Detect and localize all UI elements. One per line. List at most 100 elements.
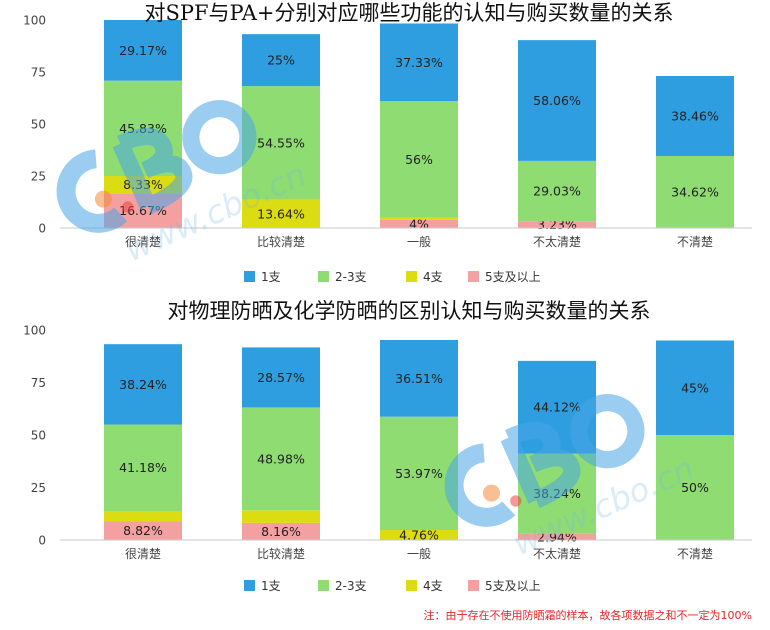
bar-segment [380, 339, 458, 417]
logo-dot-red [510, 495, 522, 507]
logo-o-shape [182, 100, 257, 175]
bar-segment [656, 155, 734, 228]
bar-segment [380, 530, 458, 540]
y-tick-label: 50 [31, 118, 46, 132]
legend-label: 1支 [261, 270, 281, 284]
data-label: 58.06% [533, 93, 581, 108]
bar-segment [518, 40, 596, 161]
logo-o-shape [570, 394, 645, 469]
data-label: 48.98% [257, 451, 305, 466]
logo-b-shape [500, 421, 581, 509]
legend-label: 1支 [261, 579, 281, 593]
logo-b-shape [112, 127, 193, 215]
data-label: 4.76% [399, 528, 439, 543]
data-label: 50% [681, 480, 709, 495]
bar-segment [242, 199, 320, 228]
data-label: 8.82% [123, 523, 163, 538]
bar-segment [380, 101, 458, 218]
legend-swatch [318, 271, 329, 282]
data-label: 45% [681, 380, 709, 395]
data-label: 29.03% [533, 184, 581, 199]
legend-swatch [244, 580, 255, 591]
legend-swatch [406, 271, 417, 282]
bar-segment [380, 217, 458, 220]
chart-panel-2: 8.82% 41.18% 38.24% 8.16% 48.98% 28.57% 4.76% 5… [23, 299, 752, 593]
legend-label: 5支及以上 [485, 270, 541, 284]
legend-label: 2-3支 [335, 579, 367, 593]
bar-segment [242, 34, 320, 87]
x-tick-label: 很清楚 [125, 547, 161, 561]
data-label: 34.62% [671, 184, 719, 199]
data-label: 28.57% [257, 370, 305, 385]
bar-segment [518, 533, 596, 540]
y-tick-label: 25 [31, 481, 46, 495]
bar-segment [380, 219, 458, 228]
data-label: 25% [267, 53, 295, 68]
data-label: 38.24% [119, 377, 167, 392]
data-label: 54.55% [257, 135, 305, 150]
data-label: 38.46% [671, 108, 719, 123]
legend-swatch [406, 580, 417, 591]
x-tick-label: 比较清楚 [257, 546, 305, 561]
x-tick-label: 比较清楚 [257, 234, 305, 249]
logo-dot-orange [482, 484, 501, 502]
legend-swatch [318, 580, 329, 591]
data-label: 41.18% [119, 460, 167, 475]
y-tick-label: 75 [31, 66, 46, 80]
chart-title: 对SPF与PA+分别对应哪些功能的认知与购买数量的关系 [144, 1, 673, 25]
logo-dot-orange [94, 190, 113, 208]
bar-segment [656, 340, 734, 435]
x-tick-label: 很清楚 [125, 235, 161, 249]
legend: 1支 2-3支 4支 5支及以上 [244, 270, 541, 284]
y-tick-label: 25 [31, 170, 46, 184]
legend-swatch [468, 271, 479, 282]
x-tick-label: 不太清楚 [533, 546, 581, 561]
bar-segment [380, 23, 458, 102]
logo-c-shape [444, 443, 516, 527]
x-tick-label: 一般 [407, 546, 431, 561]
data-label: 44.12% [533, 400, 581, 415]
y-tick-label: 100 [23, 324, 46, 338]
data-label: 56% [405, 152, 433, 167]
bar-segment [242, 347, 320, 408]
bar-segment [104, 510, 182, 522]
bar-segment [104, 521, 182, 540]
y-tick-label: 100 [23, 14, 46, 28]
bar-segment [104, 344, 182, 425]
x-tick-label: 一般 [407, 234, 431, 249]
data-label: 36.51% [395, 371, 443, 386]
bar-segment [656, 75, 734, 156]
y-tick-label: 0 [38, 534, 46, 548]
bar-segment [380, 416, 458, 531]
data-label: 13.64% [257, 206, 305, 221]
bar-segment [104, 424, 182, 511]
bar-segment [242, 522, 320, 540]
legend-label: 4支 [423, 270, 443, 284]
x-tick-label: 不清楚 [677, 547, 713, 561]
footnote: 注：由于存在不使用防晒霜的样本，故各项数据之和不一定为100% [424, 608, 752, 622]
x-tick-label: 不清楚 [677, 235, 713, 249]
bar-segment [656, 435, 734, 540]
legend-label: 2-3支 [335, 270, 367, 284]
legend-swatch [468, 580, 479, 591]
y-tick-label: 50 [31, 429, 46, 443]
y-tick-label: 75 [31, 376, 46, 390]
bar-segment [518, 160, 596, 222]
logo-dot-red [122, 201, 134, 213]
bar-segment [242, 510, 320, 523]
data-label: 29.17% [119, 43, 167, 58]
data-label: 37.33% [395, 55, 443, 70]
x-tick-label: 不太清楚 [533, 234, 581, 249]
bar-segment [104, 20, 182, 81]
chart-title: 对物理防晒及化学防晒的区别认知与购买数量的关系 [168, 299, 651, 323]
data-label: 8.16% [261, 524, 301, 539]
legend-label: 4支 [423, 579, 443, 593]
bar-segment [242, 407, 320, 511]
bar-segment [518, 221, 596, 228]
data-label: 53.97% [395, 466, 443, 481]
legend: 1支 2-3支 4支 5支及以上 [244, 579, 541, 593]
logo-c-shape [56, 149, 128, 233]
legend-label: 5支及以上 [485, 579, 541, 593]
legend-swatch [244, 271, 255, 282]
